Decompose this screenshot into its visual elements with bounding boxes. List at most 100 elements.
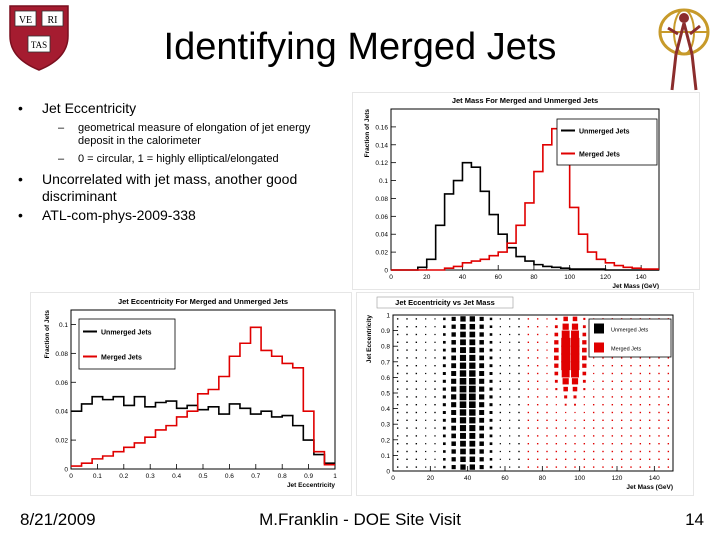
unmerged-bin [489, 450, 493, 453]
merged-bin [582, 340, 587, 345]
sparse-bin [667, 466, 670, 468]
sparse-bin [648, 396, 651, 398]
unmerged-bin [509, 443, 511, 445]
sparse-bin [602, 396, 604, 398]
bullet-dot-icon: • [18, 171, 23, 187]
unmerged-bin [469, 378, 476, 385]
merged-bin [561, 353, 571, 363]
sparse-bin [574, 450, 576, 453]
chart-title-box [376, 296, 514, 309]
merged-bin [574, 403, 576, 406]
unmerged-bin [469, 370, 476, 377]
y-tick-label: 0.8 [381, 344, 390, 351]
sparse-bin [648, 466, 651, 468]
merged-bin [572, 316, 578, 322]
sparse-bin [648, 365, 651, 367]
unmerged-bin [479, 394, 485, 400]
sparse-bin [574, 458, 576, 460]
unmerged-bin [442, 442, 446, 446]
y-tick-label: 0.06 [55, 380, 68, 387]
unmerged-bin [442, 426, 446, 430]
series-line-merged [391, 127, 659, 271]
sparse-bin [396, 427, 399, 429]
unmerged-bin [499, 435, 501, 437]
merged-bin [546, 341, 548, 343]
bullet-text: ATL-com-phys-2009-338 [42, 207, 196, 223]
sparse-bin [536, 326, 539, 328]
unmerged-bin [509, 357, 511, 359]
sparse-bin [639, 427, 642, 429]
unmerged-bin [442, 434, 446, 438]
x-tick-label: 120 [612, 475, 623, 482]
unmerged-bin [459, 362, 467, 369]
unmerged-bin [459, 385, 467, 393]
sparse-bin [518, 396, 520, 398]
sparse-bin [602, 419, 604, 421]
sparse-bin [546, 450, 548, 453]
merged-bin [562, 378, 569, 385]
sparse-bin [639, 396, 642, 398]
chart-title: Jet Eccentricity vs Jet Mass [395, 298, 495, 307]
sparse-bin [648, 357, 651, 359]
unmerged-bin [468, 385, 476, 393]
unmerged-bin [489, 356, 493, 360]
unmerged-bin [509, 427, 511, 429]
sparse-bin [611, 427, 614, 429]
sparse-bin [555, 458, 558, 460]
sparse-bin [620, 365, 623, 367]
unmerged-bin [425, 365, 427, 367]
sparse-bin [639, 404, 642, 406]
unmerged-bin [434, 333, 436, 336]
sparse-bin [620, 450, 623, 453]
unmerged-bin [468, 393, 476, 401]
sparse-bin [536, 427, 539, 429]
unmerged-bin [443, 325, 446, 328]
unmerged-bin [489, 458, 493, 461]
sparse-bin [536, 349, 539, 351]
sparse-bin [518, 443, 520, 445]
unmerged-bin [425, 349, 427, 351]
sparse-bin [546, 427, 548, 429]
sparse-bin [648, 443, 651, 445]
unmerged-bin [443, 465, 446, 469]
unmerged-bin [469, 323, 476, 330]
sparse-bin [518, 326, 520, 328]
unmerged-bin [434, 380, 436, 383]
sparse-bin [527, 419, 530, 421]
sparse-bin [667, 458, 670, 460]
merged-bin [561, 361, 571, 371]
sparse-bin [396, 349, 399, 351]
merged-bin [565, 411, 567, 414]
sparse-bin [639, 388, 642, 390]
unmerged-bin [434, 458, 436, 460]
sparse-bin [518, 458, 520, 460]
sparse-bin [602, 380, 604, 382]
sparse-bin [611, 372, 614, 375]
merged-bin [593, 365, 595, 367]
sparse-bin [574, 427, 576, 429]
x-tick-label: 40 [459, 274, 467, 281]
merged-bin [554, 371, 559, 376]
unmerged-bin [460, 339, 466, 346]
dash-icon: – [58, 153, 65, 165]
sparse-bin [667, 419, 670, 421]
sparse-bin [518, 333, 520, 336]
sparse-bin [396, 365, 399, 367]
unmerged-bin [459, 401, 467, 408]
merged-bin [563, 316, 568, 322]
footer-date: 8/21/2009 [20, 510, 96, 529]
sparse-bin [620, 372, 623, 375]
unmerged-bin [509, 411, 511, 414]
merged-bin [546, 318, 548, 320]
unmerged-bin [469, 432, 476, 439]
unmerged-bin [489, 395, 493, 399]
unmerged-bin [469, 448, 476, 455]
unmerged-bin [469, 354, 476, 361]
unmerged-bin [479, 425, 485, 431]
sparse-bin [602, 450, 604, 453]
unmerged-bin [451, 465, 456, 470]
sparse-bin [406, 388, 408, 390]
sparse-bin [564, 427, 567, 429]
x-tick-label: 120 [600, 274, 611, 281]
unmerged-bin [451, 425, 457, 431]
